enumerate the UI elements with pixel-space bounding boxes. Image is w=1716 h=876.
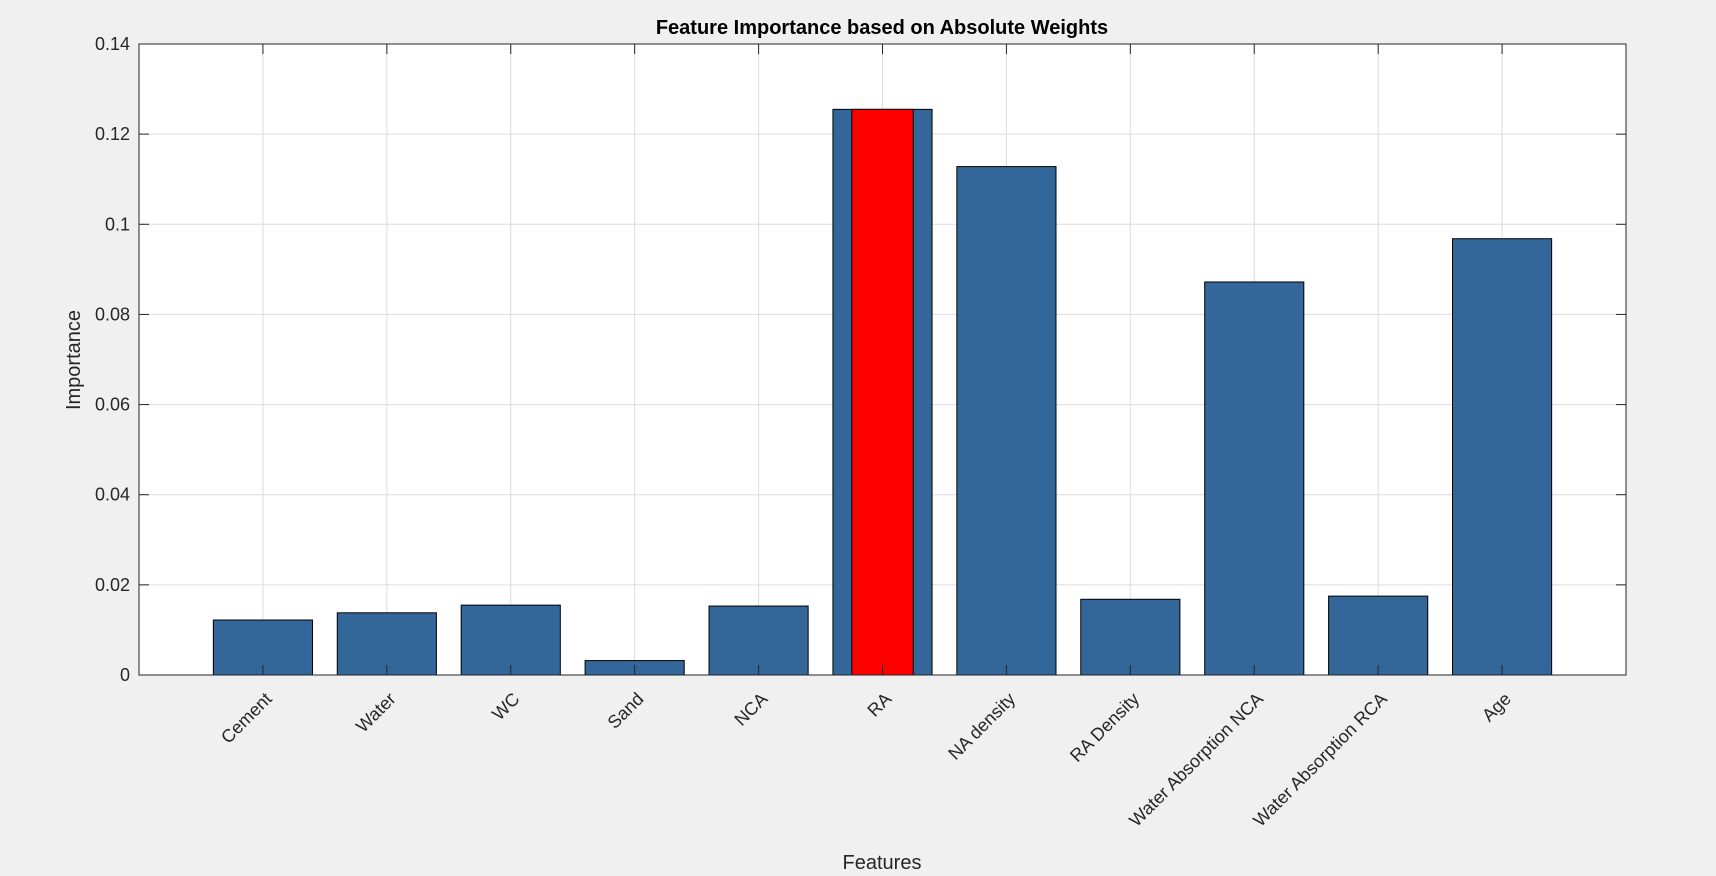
bars — [212, 108, 1553, 676]
x-tick-label: WC — [488, 689, 523, 724]
bar-nca — [708, 605, 809, 676]
chart-title: Feature Importance based on Absolute Wei… — [656, 17, 1108, 39]
y-tick-label: 0.12 — [95, 124, 130, 144]
y-axis-label: Importance — [63, 310, 85, 410]
x-tick-label: Age — [1478, 689, 1515, 726]
x-tick-label: RA Density — [1066, 689, 1143, 766]
x-tick-label: Water — [352, 689, 400, 737]
y-tick-label: 0.14 — [95, 34, 130, 54]
x-tick-label: Water Absorption NCA — [1125, 689, 1267, 831]
y-tick-label: 0 — [120, 665, 130, 685]
x-tick-label: NA density — [944, 689, 1019, 764]
bar-wc — [460, 604, 561, 676]
x-tick-label: Cement — [217, 689, 276, 748]
y-tick-label: 0.04 — [95, 485, 130, 505]
y-tick-label: 0.08 — [95, 304, 130, 324]
y-tick-label: 0.02 — [95, 575, 130, 595]
y-tick-label: 0.06 — [95, 395, 130, 415]
x-axis-label: Features — [843, 852, 922, 871]
x-tick-label: RA — [863, 689, 895, 721]
y-tick-label: 0.1 — [105, 214, 130, 234]
bar-water-absorption-nca — [1204, 281, 1305, 676]
bar-ra-density — [1080, 598, 1181, 676]
bar-water-absorption-rca — [1328, 595, 1429, 676]
x-tick-label: Sand — [604, 689, 648, 733]
highlight-bar — [851, 108, 914, 676]
x-tick-label: Water Absorption RCA — [1249, 689, 1391, 831]
bar-na-density — [956, 166, 1057, 676]
x-tick-label: NCA — [730, 689, 771, 730]
bar-age — [1452, 238, 1553, 676]
